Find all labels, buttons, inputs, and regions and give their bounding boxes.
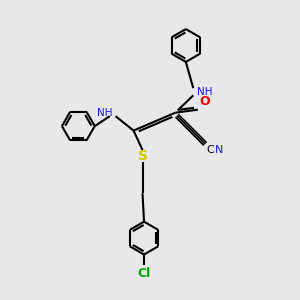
Text: Cl: Cl (137, 267, 151, 280)
Text: S: S (137, 149, 148, 163)
Text: N: N (215, 145, 223, 155)
Text: NH: NH (197, 87, 212, 97)
Text: NH: NH (97, 108, 113, 118)
Text: O: O (199, 95, 210, 108)
Text: C: C (206, 145, 214, 155)
